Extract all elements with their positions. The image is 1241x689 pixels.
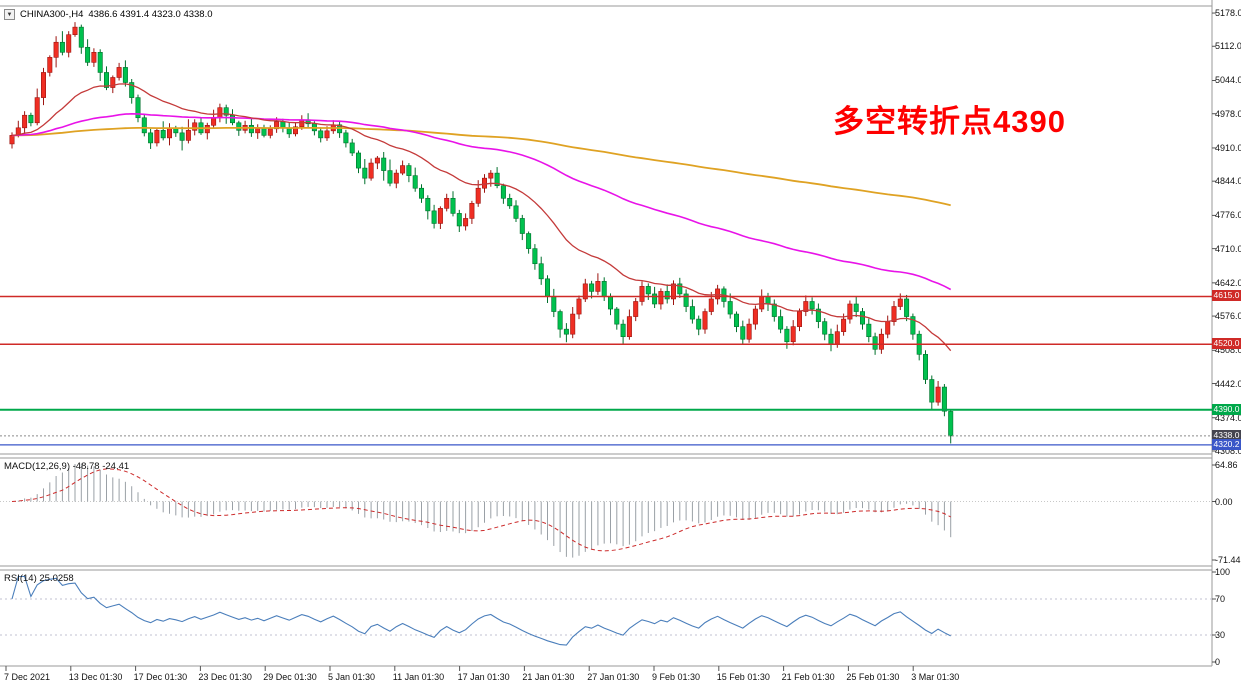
price-tag: 4338.0 <box>1212 429 1241 441</box>
axis-label: 4978.0 <box>1215 108 1241 119</box>
axis-label: 4508.0 <box>1215 345 1241 356</box>
time-label: 27 Jan 01:30 <box>587 672 640 682</box>
chart-dropdown-icon[interactable]: ▼ <box>4 9 15 20</box>
axis-label: -71.44 <box>1215 555 1241 565</box>
macd-name: MACD(12,26,9) <box>4 461 70 472</box>
axis-label: 5112.0 <box>1215 41 1241 52</box>
axis-label: 4374.0 <box>1215 412 1241 423</box>
symbol-legend: ▼ CHINA300-,H4 4386.6 4391.4 4323.0 4338… <box>4 9 213 20</box>
time-label: 5 Jan 01:30 <box>328 672 376 682</box>
axis-label: 64.86 <box>1215 460 1238 470</box>
time-label: 7 Dec 2021 <box>4 672 51 682</box>
time-label: 21 Jan 01:30 <box>522 672 575 682</box>
time-label: 13 Dec 01:30 <box>68 672 123 682</box>
axis-label: 100 <box>1215 567 1231 577</box>
axis-label: 0 <box>1215 657 1221 667</box>
time-scale[interactable]: 7 Dec 2021 13 Dec 01:30 17 Dec 01:30 23 Dec… <box>0 668 1212 689</box>
chart-annotation-text: 多空转折点4390 <box>833 104 1066 139</box>
axis-label: 5044.0 <box>1215 75 1241 86</box>
axis-label: 4776.0 <box>1215 210 1241 221</box>
rsi-indicator-label: RSI(14) 25.0258 <box>4 573 74 584</box>
time-label: 23 Dec 01:30 <box>198 672 252 682</box>
axis-label: 4710.0 <box>1215 243 1241 254</box>
price-tag: 4615.0 <box>1212 290 1241 302</box>
axis-label: 70 <box>1215 594 1226 604</box>
rsi-value: 25.0258 <box>39 573 74 584</box>
time-label: 21 Feb 01:30 <box>781 672 835 682</box>
axis-label: 4642.0 <box>1215 277 1241 288</box>
time-label: 17 Dec 01:30 <box>133 672 188 682</box>
time-label: 3 Mar 01:30 <box>911 672 960 682</box>
symbol-timeframe: CHINA300-,H4 <box>20 9 84 20</box>
time-label: 15 Feb 01:30 <box>716 672 770 682</box>
time-label: 17 Jan 01:30 <box>457 672 510 682</box>
price-scale[interactable]: 5178.0 5112.0 5044.0 4978.0 4910.0 4844.0 4776… <box>1212 0 1241 667</box>
time-label: 29 Dec 01:30 <box>263 672 317 682</box>
time-label: 9 Feb 01:30 <box>652 672 701 682</box>
axis-label: 4308.0 <box>1215 445 1241 456</box>
time-label: 11 Jan 01:30 <box>392 672 445 682</box>
axis-label: 0.00 <box>1215 496 1233 507</box>
macd-values: -48.78 -24.41 <box>72 461 130 472</box>
axis-label: 4442.0 <box>1215 378 1241 389</box>
price-tag: 4520.0 <box>1212 338 1241 350</box>
axis-label: 30 <box>1215 630 1226 640</box>
rsi-name: RSI(14) <box>4 573 37 584</box>
axis-label: 5178.0 <box>1215 8 1241 19</box>
macd-indicator-label: MACD(12,26,9) -48.78 -24.41 <box>4 461 129 472</box>
price-tag: 4320.2 <box>1212 438 1241 450</box>
time-label: 25 Feb 01:30 <box>846 672 900 682</box>
price-tag: 4390.0 <box>1212 403 1241 415</box>
axis-label: 4910.0 <box>1215 142 1241 153</box>
ohlc-values: 4386.6 4391.4 4323.0 4338.0 <box>88 9 213 20</box>
axis-label: 4576.0 <box>1215 311 1241 322</box>
axis-label: 4844.0 <box>1215 176 1241 187</box>
